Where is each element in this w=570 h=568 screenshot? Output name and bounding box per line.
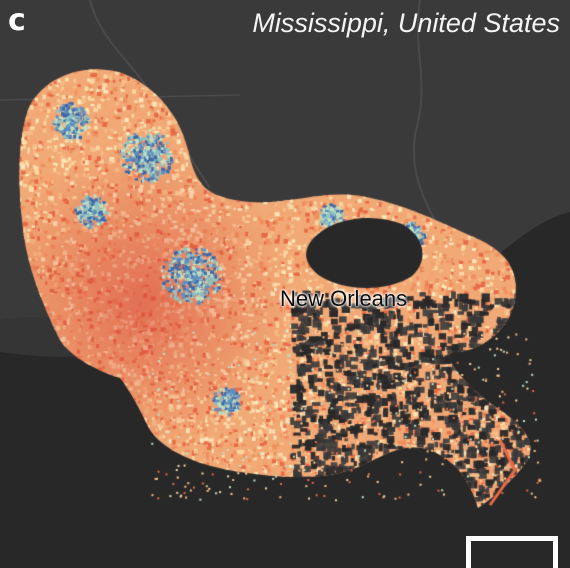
city-label-new-orleans: New Orleans	[280, 286, 408, 311]
scale-bar	[466, 536, 558, 568]
region-title: Mississippi, United States	[252, 8, 560, 38]
panel-letter: c	[8, 3, 26, 38]
